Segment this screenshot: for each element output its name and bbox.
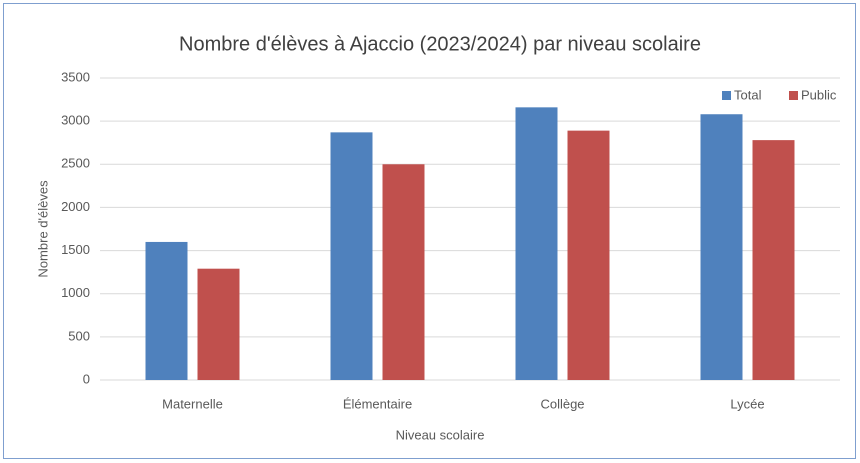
bar — [382, 164, 425, 380]
x-tick-label: Collège — [540, 396, 584, 411]
x-tick-label: Maternelle — [162, 396, 223, 411]
legend-label: Public — [801, 87, 837, 102]
legend-label: Total — [734, 87, 762, 102]
bar — [700, 114, 743, 381]
x-tick-label: Élémentaire — [343, 396, 412, 411]
chart-title: Nombre d'élèves à Ajaccio (2023/2024) pa… — [179, 33, 701, 55]
x-axis-label: Niveau scolaire — [396, 427, 485, 442]
y-tick-label: 0 — [83, 371, 90, 386]
bar — [145, 241, 188, 380]
y-axis-label: Nombre d'élèves — [35, 180, 50, 278]
legend-swatch — [789, 91, 798, 100]
bar — [515, 107, 558, 380]
x-tick-label: Lycée — [730, 396, 764, 411]
y-tick-label: 2500 — [61, 156, 90, 171]
bar — [567, 130, 610, 380]
y-tick-label: 1000 — [61, 285, 90, 300]
y-tick-label: 3500 — [61, 69, 90, 84]
y-tick-label: 2000 — [61, 199, 90, 214]
y-tick-label: 500 — [68, 328, 90, 343]
bar — [330, 132, 373, 380]
legend-swatch — [722, 91, 731, 100]
bar — [197, 268, 240, 380]
y-tick-label: 1500 — [61, 242, 90, 257]
y-tick-label: 3000 — [61, 113, 90, 128]
bar — [752, 140, 795, 380]
